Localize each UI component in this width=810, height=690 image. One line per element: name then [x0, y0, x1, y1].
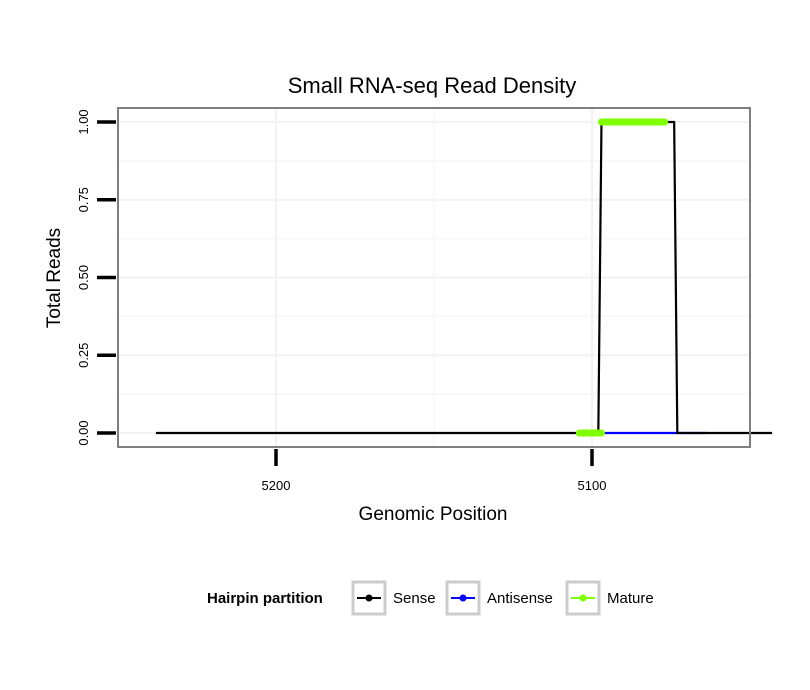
y-axis-title: Total Reads [44, 228, 65, 328]
legend-key-mature [565, 580, 601, 616]
legend-label-antisense: Antisense [487, 590, 553, 607]
legend-entry-mature: Mature [565, 580, 654, 616]
series-layer [155, 118, 773, 437]
legend-label-mature: Mature [607, 590, 654, 607]
legend-marker-antisense [459, 594, 467, 602]
y-tick-label: 0.75 [76, 187, 91, 212]
legend-entry-sense: Sense [351, 580, 436, 616]
y-tick-label: 0.25 [76, 343, 91, 368]
x-tick-label: 5100 [578, 478, 607, 493]
legend: Hairpin partition Sense Antisense Mature [207, 580, 654, 616]
legend-marker-mature [579, 594, 587, 602]
y-tick-label: 0.50 [76, 265, 91, 290]
legend-title: Hairpin partition [207, 590, 323, 607]
y-tick-label: 0.00 [76, 420, 91, 445]
x-axis: 5200 5100 [262, 449, 607, 493]
legend-label-sense: Sense [393, 590, 436, 607]
x-tick-label: 5200 [262, 478, 291, 493]
chart-title: Small RNA-seq Read Density [288, 73, 577, 98]
legend-marker-sense [365, 594, 373, 602]
y-tick-label: 1.00 [76, 109, 91, 134]
plot-panel-border [117, 107, 751, 448]
y-axis: 0.00 0.25 0.50 0.75 1.00 [76, 109, 116, 446]
legend-entry-antisense: Antisense [445, 580, 553, 616]
x-axis-title: Genomic Position [359, 504, 508, 525]
